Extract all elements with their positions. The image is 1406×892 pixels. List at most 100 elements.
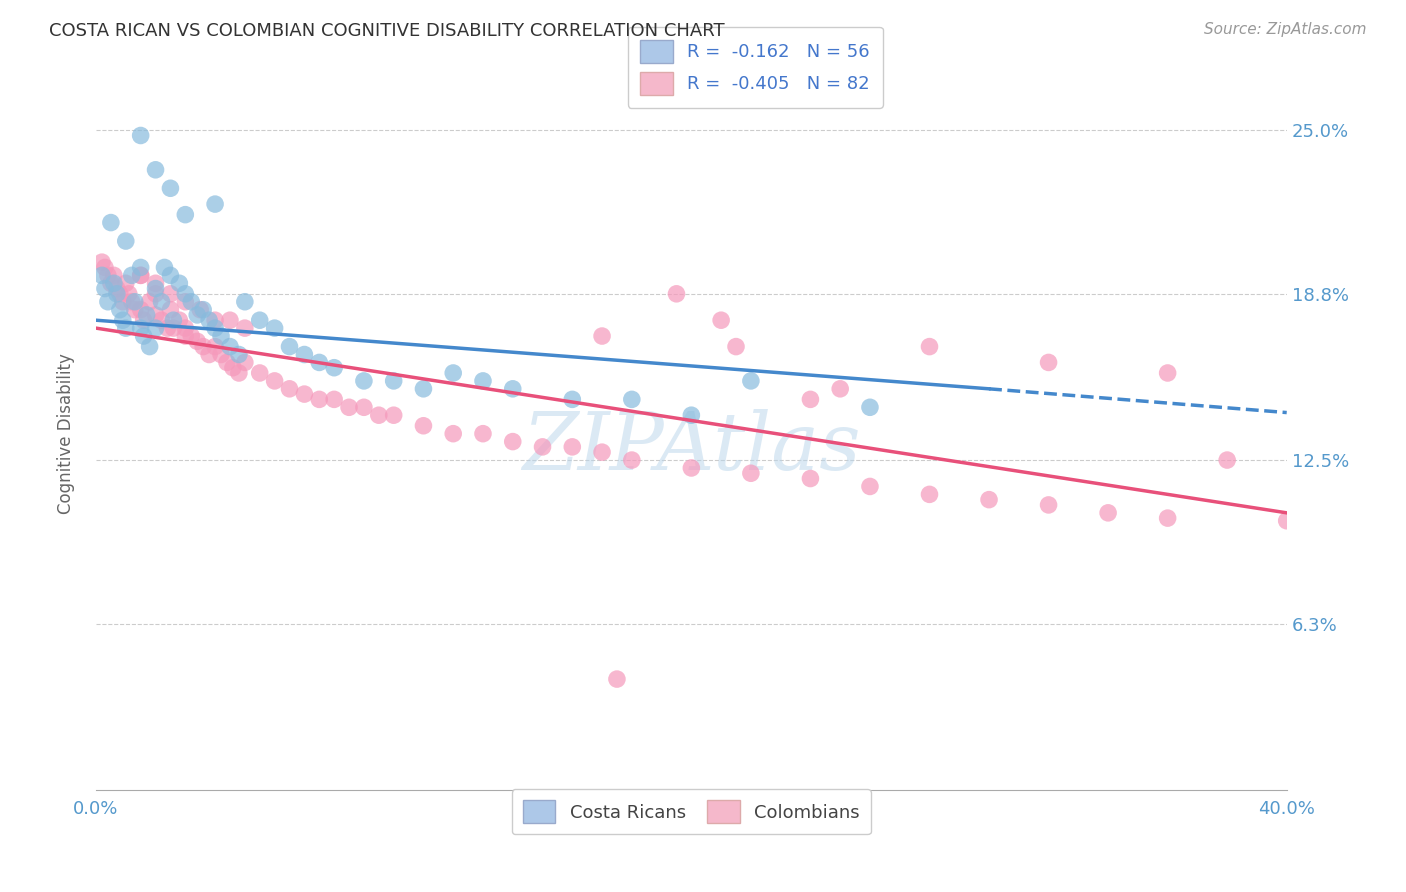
Point — [1275, 514, 1298, 528]
Point — [105, 286, 128, 301]
Point — [94, 260, 117, 275]
Point — [105, 281, 128, 295]
Point — [228, 347, 250, 361]
Point — [108, 286, 131, 301]
Point — [121, 294, 143, 309]
Point — [111, 294, 134, 309]
Point — [209, 329, 232, 343]
Point — [186, 308, 208, 322]
Point — [412, 382, 434, 396]
Point — [249, 366, 271, 380]
Point — [799, 392, 821, 407]
Point — [620, 453, 643, 467]
Point — [159, 181, 181, 195]
Text: COSTA RICAN VS COLOMBIAN COGNITIVE DISABILITY CORRELATION CHART: COSTA RICAN VS COLOMBIAN COGNITIVE DISAB… — [49, 22, 725, 40]
Point — [186, 334, 208, 349]
Point — [100, 216, 122, 230]
Text: ZIPAtlas: ZIPAtlas — [522, 409, 860, 487]
Point — [150, 294, 173, 309]
Point — [124, 294, 146, 309]
Point — [1097, 506, 1119, 520]
Point — [198, 347, 221, 361]
Point — [94, 281, 117, 295]
Point — [204, 313, 226, 327]
Point — [129, 268, 152, 283]
Point — [174, 286, 197, 301]
Point — [740, 374, 762, 388]
Point — [561, 392, 583, 407]
Point — [145, 308, 167, 322]
Point — [103, 268, 125, 283]
Point — [156, 321, 179, 335]
Point — [681, 408, 703, 422]
Point — [219, 340, 242, 354]
Point — [222, 360, 245, 375]
Point — [724, 340, 747, 354]
Point — [114, 234, 136, 248]
Y-axis label: Cognitive Disability: Cognitive Disability — [58, 353, 75, 514]
Point — [710, 313, 733, 327]
Point — [129, 268, 152, 283]
Point — [308, 355, 330, 369]
Point — [159, 286, 181, 301]
Point — [1038, 355, 1060, 369]
Point — [859, 401, 882, 415]
Point — [204, 197, 226, 211]
Point — [124, 302, 146, 317]
Point — [138, 294, 160, 309]
Point — [145, 286, 167, 301]
Point — [114, 321, 136, 335]
Point — [100, 277, 122, 291]
Point — [799, 471, 821, 485]
Point — [620, 392, 643, 407]
Point — [323, 392, 346, 407]
Point — [103, 277, 125, 291]
Point — [180, 329, 202, 343]
Point — [135, 308, 157, 322]
Point — [228, 366, 250, 380]
Point — [159, 268, 181, 283]
Point — [337, 401, 360, 415]
Point — [180, 294, 202, 309]
Point — [169, 277, 191, 291]
Point — [132, 329, 155, 343]
Point — [193, 302, 215, 317]
Point — [1038, 498, 1060, 512]
Point — [353, 374, 375, 388]
Point — [145, 281, 167, 295]
Point — [561, 440, 583, 454]
Point — [977, 492, 1000, 507]
Point — [531, 440, 554, 454]
Point — [174, 329, 197, 343]
Point — [150, 313, 173, 327]
Point — [169, 313, 191, 327]
Point — [830, 382, 852, 396]
Point — [441, 366, 464, 380]
Point — [1156, 366, 1178, 380]
Point — [382, 408, 405, 422]
Point — [1156, 511, 1178, 525]
Point — [118, 286, 141, 301]
Point — [233, 294, 256, 309]
Point — [441, 426, 464, 441]
Point — [740, 467, 762, 481]
Point — [145, 321, 167, 335]
Point — [162, 321, 184, 335]
Point — [138, 340, 160, 354]
Point — [918, 487, 941, 501]
Point — [472, 426, 495, 441]
Point — [367, 408, 389, 422]
Point — [174, 321, 197, 335]
Point — [111, 313, 134, 327]
Point — [502, 434, 524, 449]
Point — [204, 340, 226, 354]
Point — [204, 321, 226, 335]
Legend: Costa Ricans, Colombians: Costa Ricans, Colombians — [512, 789, 870, 834]
Point — [681, 461, 703, 475]
Point — [1216, 453, 1239, 467]
Point — [188, 302, 211, 317]
Point — [219, 313, 242, 327]
Point — [108, 302, 131, 317]
Point — [263, 321, 285, 335]
Point — [209, 347, 232, 361]
